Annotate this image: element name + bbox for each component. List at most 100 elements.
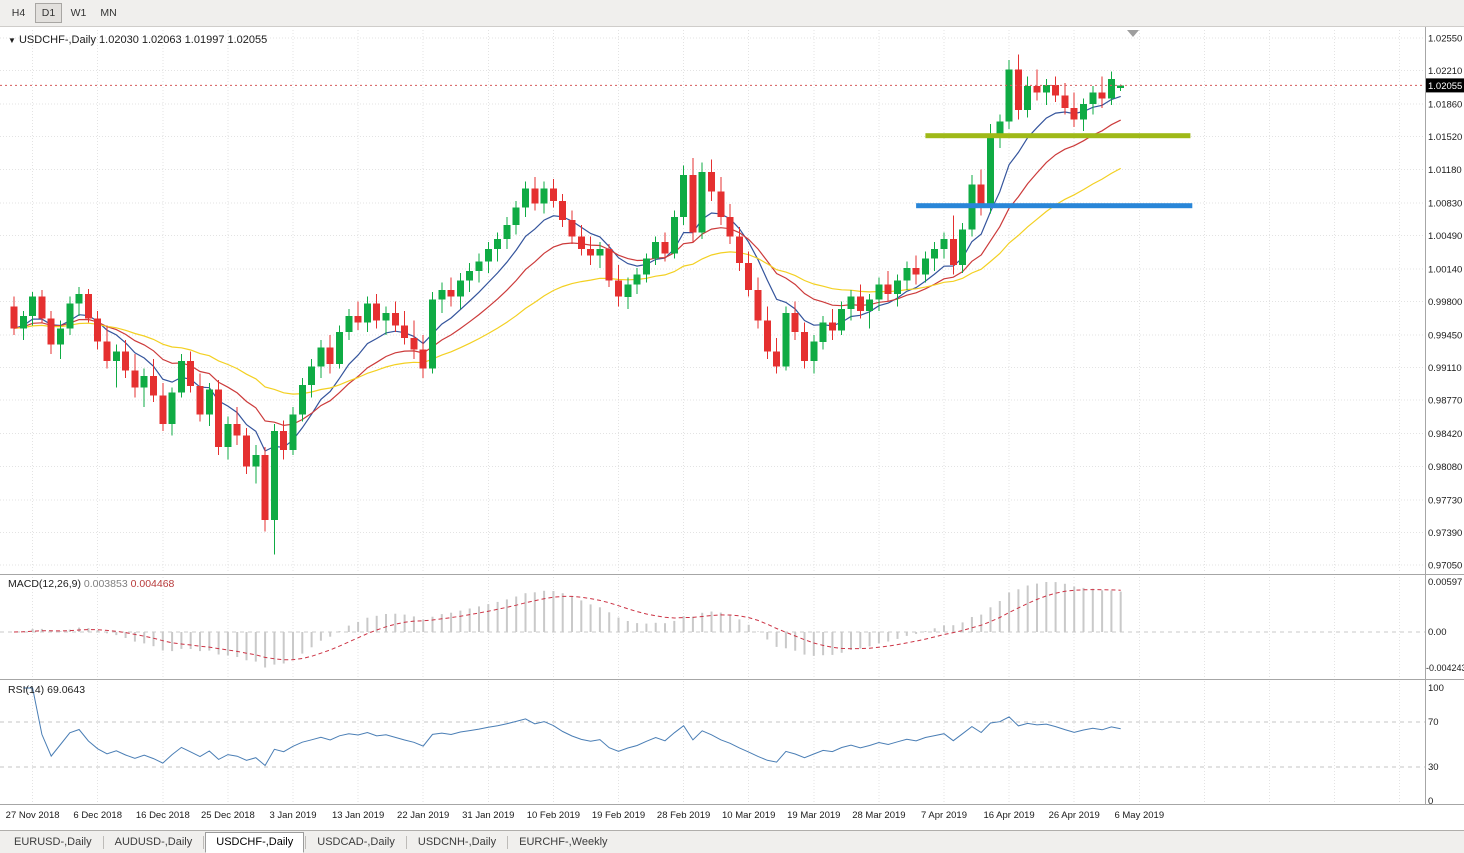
chart-symbol-label: USDCHF-,Daily	[19, 34, 97, 46]
current-price-badge: 1.02055	[1426, 78, 1464, 93]
candle-body	[243, 435, 250, 467]
candle-body	[605, 248, 613, 281]
candle-body	[735, 236, 743, 264]
price-axis-label: 0.97050	[1428, 561, 1462, 572]
candle-body	[29, 296, 37, 316]
candle-body	[1014, 69, 1022, 110]
ma-lines	[13, 95, 1121, 452]
candle-body	[531, 188, 539, 204]
macd-axis-max: 0.00597	[1428, 577, 1462, 588]
macd-axis-zero: 0.00	[1428, 627, 1447, 638]
macd-signal-line	[13, 589, 1121, 661]
candle-body	[10, 306, 18, 329]
candle-body	[1042, 85, 1050, 93]
price-axis-label: 0.98080	[1428, 462, 1462, 473]
candle-body	[419, 349, 427, 369]
date-axis-label: 26 Apr 2019	[1049, 810, 1100, 821]
candle-body	[847, 296, 855, 310]
price-axis-label: 1.01520	[1428, 132, 1462, 143]
timeframe-button-w1[interactable]: W1	[65, 3, 92, 23]
support-line[interactable]	[916, 203, 1193, 209]
candle-body	[754, 290, 762, 321]
candle-body	[205, 389, 213, 415]
candle-body	[912, 268, 920, 275]
candle-body	[447, 290, 455, 297]
chart-tab-usdcad-daily[interactable]: USDCAD-,Daily	[317, 836, 395, 848]
candle-body	[959, 229, 967, 266]
candle-body	[838, 309, 846, 331]
candle-body	[522, 188, 529, 208]
tab-separator	[203, 835, 205, 849]
candle-body	[47, 318, 55, 345]
candle-body	[494, 239, 502, 249]
resistance-line[interactable]	[925, 133, 1191, 139]
macd-signal-value: 0.004468	[131, 578, 175, 590]
chart-tab-usdcnh-daily[interactable]: USDCNH-,Daily	[417, 836, 497, 848]
candle-body	[224, 424, 232, 448]
candle-body	[559, 200, 567, 221]
current-price-label: 1.02055	[1428, 81, 1462, 92]
candle-body	[503, 224, 511, 240]
candle-body	[233, 424, 241, 436]
candle-body	[308, 366, 316, 385]
candle-body	[298, 384, 306, 415]
date-axis-label: 16 Apr 2019	[983, 810, 1034, 821]
macd-label: MACD(12,26,9) 0.003853 0.004468	[8, 578, 175, 590]
candle-body	[345, 315, 353, 333]
candle-body	[1089, 92, 1097, 105]
candle-body	[159, 395, 167, 425]
price-axis-label: 0.99110	[1428, 363, 1462, 374]
candle-body	[921, 258, 929, 275]
candle-body	[642, 258, 650, 275]
date-axis-label: 31 Jan 2019	[462, 810, 514, 821]
chart-tab-eurchf-weekly[interactable]: EURCHF-,Weekly	[519, 836, 608, 848]
indicators	[13, 582, 1122, 767]
chart-tab-audusd-daily[interactable]: AUDUSD-,Daily	[114, 836, 193, 848]
price-axis-label: 0.99800	[1428, 297, 1462, 308]
timeframe-button-d1[interactable]: D1	[35, 3, 62, 23]
candle-body	[940, 239, 948, 249]
candle-body	[38, 296, 46, 319]
candle-body	[773, 351, 781, 367]
candle-body	[112, 351, 120, 361]
candle-body	[150, 376, 157, 396]
candle-body	[438, 290, 446, 300]
date-axis-label: 16 Dec 2018	[136, 810, 190, 821]
chart-area[interactable]: 1.02550 1.02210 1.01860 1.01520 1.01180 1.008…	[0, 27, 1464, 830]
chart-tab-eurusd-daily[interactable]: EURUSD-,Daily	[14, 836, 92, 848]
ma-line-slow	[13, 167, 1121, 395]
price-axis-label: 0.98420	[1428, 429, 1462, 440]
timeframe-button-h4[interactable]: H4	[5, 3, 32, 23]
candle-body	[270, 430, 278, 520]
candle-body	[354, 315, 362, 323]
candle-body	[131, 370, 139, 388]
rsi-axis-70: 70	[1428, 717, 1439, 728]
candle-body	[745, 263, 753, 290]
candle-body	[103, 341, 111, 361]
candle-body	[484, 248, 492, 262]
candle-body	[1098, 92, 1106, 99]
candle-body	[903, 268, 911, 281]
chart-title: ▼ USDCHF-,Daily 1.02030 1.02063 1.01997 …	[8, 34, 267, 46]
chart-canvas[interactable]: 1.02550 1.02210 1.01860 1.01520 1.01180 1.008…	[0, 27, 1464, 830]
candle-body	[763, 320, 771, 352]
candle-body	[661, 242, 669, 254]
price-axis-label: 1.01180	[1428, 165, 1462, 176]
price-axis-label: 0.99450	[1428, 331, 1462, 342]
candles	[10, 54, 1125, 555]
candle-body	[475, 261, 483, 271]
candle-body	[177, 360, 185, 393]
candle-body	[391, 313, 399, 326]
candle-body	[196, 385, 204, 415]
candle-body	[1024, 85, 1032, 110]
candle-body	[66, 303, 74, 329]
date-axis-label: 22 Jan 2019	[397, 810, 449, 821]
pane-separators	[0, 27, 1464, 805]
candle-body	[512, 207, 520, 225]
candle-body	[652, 242, 660, 259]
timeframe-button-mn[interactable]: MN	[95, 3, 122, 23]
candle-body	[717, 191, 725, 218]
chart-tab-usdchf-daily[interactable]: USDCHF-,Daily	[205, 831, 305, 853]
candle-body	[866, 299, 874, 312]
